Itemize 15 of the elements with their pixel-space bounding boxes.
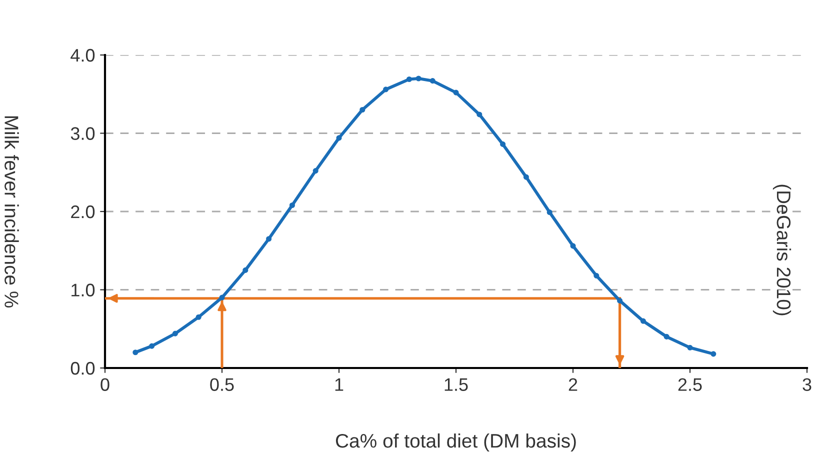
y-tick-label: 4.0 — [70, 48, 95, 62]
x-tick-label: 2 — [568, 378, 578, 391]
y-tick-label: 1.0 — [72, 284, 95, 296]
y-tick-label: 3.0 — [70, 127, 95, 140]
x-tick-label: 0.5 — [210, 378, 234, 391]
y-tick-label: 2.0 — [71, 205, 95, 218]
annotation: (DeGaris 2010) — [772, 184, 792, 316]
x-tick-label: 1.5 — [444, 378, 468, 391]
y-axis-title: Milk fever incidence % — [4, 116, 19, 308]
x-tick-label: 0 — [100, 378, 110, 391]
x-axis-title: Ca% of total diet (DM basis) — [336, 433, 576, 452]
x-tick-label: 3 — [802, 378, 812, 391]
x-tick-label: 2.5 — [678, 378, 702, 391]
x-tick-label: 1 — [335, 378, 344, 391]
y-tick-label: 0.0 — [70, 362, 95, 375]
